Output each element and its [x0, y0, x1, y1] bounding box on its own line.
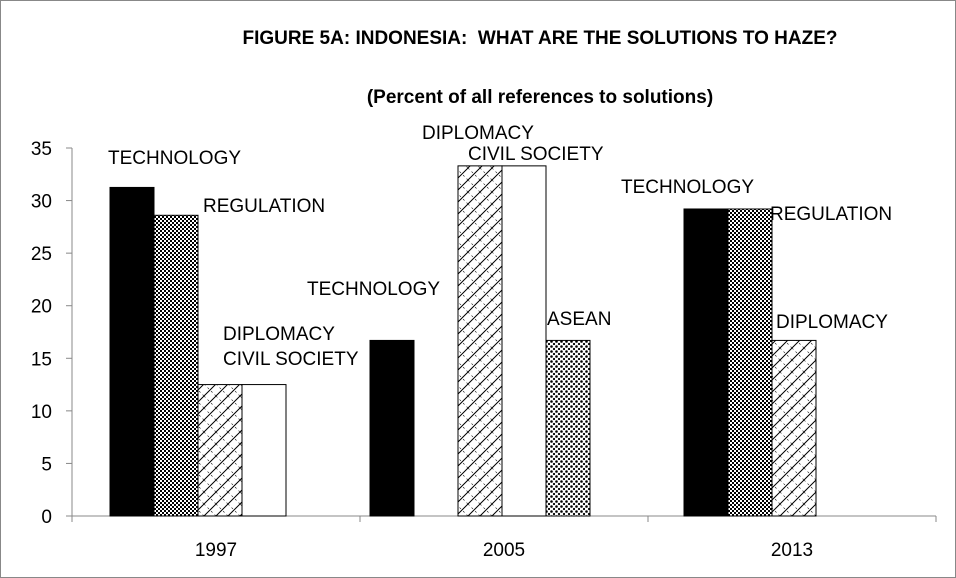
bar	[241, 384, 287, 517]
chart-subtitle: (Percent of all references to solutions)	[366, 87, 714, 108]
bar-label: CIVIL SOCIETY	[468, 144, 604, 165]
bar-label: REGULATION	[770, 204, 892, 225]
bar-label: TECHNOLOGY	[621, 177, 754, 198]
y-tick-label: 15	[31, 349, 52, 370]
bar-label: TECHNOLOGY	[108, 148, 241, 169]
y-tick-label: 0	[41, 507, 52, 528]
bar	[683, 208, 729, 517]
bar-label: DIPLOMACY	[223, 324, 335, 345]
bar	[457, 165, 503, 517]
x-tick-label: 2013	[771, 540, 813, 561]
x-tick-label: 1997	[195, 540, 237, 561]
chart-title: FIGURE 5A: INDONESIA: WHAT ARE THE SOLUT…	[242, 28, 838, 49]
bar-label: DIPLOMACY	[422, 123, 534, 144]
bar	[501, 165, 547, 517]
bar-label: ASEAN	[547, 309, 611, 330]
bar	[369, 339, 415, 517]
bar-label: TECHNOLOGY	[307, 279, 440, 300]
y-tick-label: 25	[31, 244, 52, 265]
bar	[197, 384, 243, 517]
y-tick-label: 20	[31, 297, 52, 318]
bar	[109, 186, 155, 517]
y-tick-label: 5	[41, 454, 52, 475]
y-tick-label: 10	[31, 402, 52, 423]
bar	[545, 339, 591, 517]
bar	[771, 339, 817, 517]
x-tick-label: 2005	[483, 540, 525, 561]
y-tick-label: 35	[31, 139, 52, 160]
bar-label: CIVIL SOCIETY	[223, 349, 359, 370]
bar	[727, 208, 773, 517]
y-tick-label: 30	[31, 192, 52, 213]
bar-label: REGULATION	[203, 196, 325, 217]
bar	[153, 214, 199, 517]
bar-label: DIPLOMACY	[776, 312, 888, 333]
